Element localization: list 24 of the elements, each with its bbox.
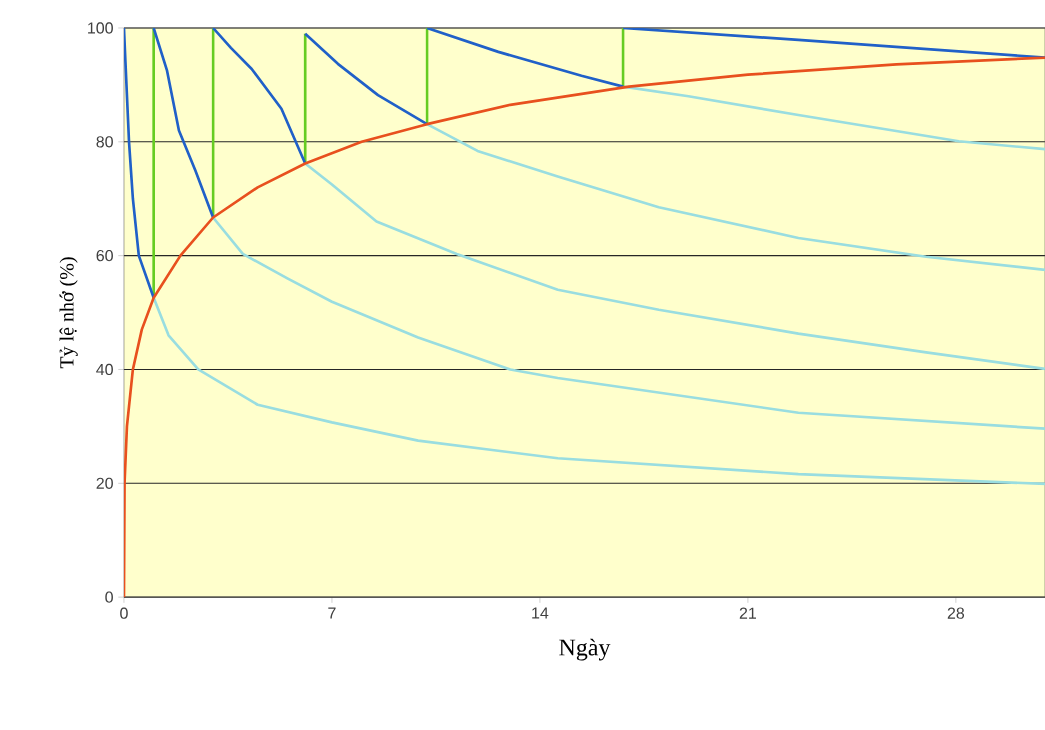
y-axis-title: Tỷ lệ nhớ (%) [59,257,78,369]
x-tick-label: 21 [739,607,756,619]
line-series [152,296,1045,486]
x-tick-label: 7 [328,607,336,619]
y-tick-label: 40 [96,363,113,375]
line-series [123,56,1045,597]
line-series [211,215,1045,430]
y-tick-label: 0 [105,591,113,603]
line-series [303,161,1045,371]
line-series [152,27,215,219]
line-series [123,27,156,299]
y-tick-label: 100 [88,22,113,34]
line-series [425,27,625,88]
x-tick-label: 0 [120,607,128,619]
line-series [211,27,307,165]
line-series [621,85,1045,151]
y-tick-label: 60 [96,249,113,262]
line-series [303,32,429,126]
y-tick-label: 80 [96,135,113,148]
x-axis-title: Ngày [559,638,611,661]
line-series [425,122,1045,271]
x-tick-label: 28 [947,607,965,619]
y-tick-label: 20 [96,477,113,489]
x-tick-label: 14 [532,607,549,619]
